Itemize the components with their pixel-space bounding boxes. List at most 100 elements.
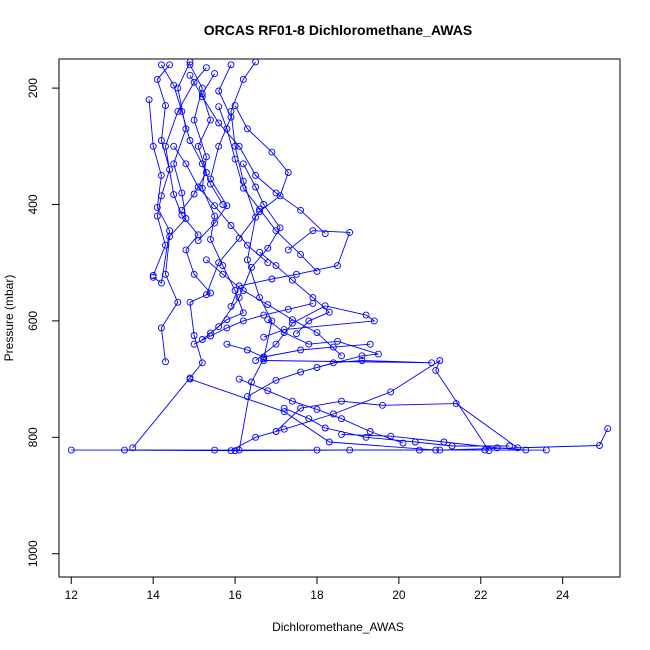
data-point bbox=[321, 424, 329, 432]
data-point bbox=[215, 323, 223, 331]
data-point bbox=[325, 438, 333, 446]
data-point bbox=[219, 201, 227, 208]
data-point bbox=[338, 397, 345, 405]
data-point bbox=[252, 433, 260, 441]
data-point bbox=[338, 430, 345, 438]
data-point bbox=[272, 340, 280, 348]
data-point bbox=[231, 447, 239, 455]
plot-frame bbox=[58, 58, 621, 578]
data-point bbox=[235, 282, 243, 290]
data-point bbox=[452, 400, 460, 408]
series-line-9 bbox=[275, 400, 518, 449]
data-point bbox=[190, 78, 198, 86]
data-point bbox=[264, 387, 272, 395]
y-tick-label: 800 bbox=[26, 427, 40, 447]
data-point bbox=[268, 275, 276, 283]
data-point bbox=[190, 270, 198, 278]
series-line-29 bbox=[173, 146, 269, 264]
series-line-17 bbox=[267, 319, 379, 368]
data-point bbox=[288, 397, 296, 405]
data-point bbox=[186, 137, 194, 144]
data-point bbox=[162, 142, 169, 150]
data-point bbox=[215, 103, 223, 111]
data-point bbox=[157, 279, 165, 287]
data-point bbox=[223, 324, 231, 332]
series-line-20 bbox=[341, 433, 526, 451]
data-point bbox=[362, 433, 370, 441]
data-point bbox=[309, 227, 317, 235]
series-line-16 bbox=[259, 251, 331, 335]
data-point bbox=[178, 189, 186, 197]
data-point bbox=[194, 183, 202, 191]
data-point bbox=[211, 212, 219, 220]
series-line-13 bbox=[152, 64, 171, 276]
data-point bbox=[162, 102, 169, 110]
data-point bbox=[198, 359, 206, 367]
data-point bbox=[198, 336, 206, 343]
data-point bbox=[346, 228, 354, 236]
y-tick-label: 400 bbox=[26, 194, 40, 214]
series-line-4 bbox=[230, 359, 490, 452]
y-axis-label: Pressure (mbar) bbox=[2, 275, 16, 362]
data-point bbox=[207, 116, 214, 124]
data-point bbox=[252, 171, 260, 179]
data-point bbox=[252, 59, 260, 66]
data-point bbox=[149, 273, 157, 281]
data-point bbox=[121, 446, 128, 454]
data-point bbox=[211, 446, 219, 454]
series-line-15 bbox=[202, 163, 281, 340]
data-point bbox=[207, 235, 214, 243]
data-point bbox=[215, 119, 223, 127]
data-point bbox=[157, 171, 165, 179]
data-point bbox=[182, 160, 190, 168]
data-point bbox=[293, 330, 300, 338]
data-point bbox=[297, 251, 305, 259]
data-point bbox=[305, 340, 313, 348]
data-point bbox=[162, 358, 169, 366]
data-point bbox=[153, 203, 161, 211]
data-point bbox=[305, 415, 313, 423]
data-point bbox=[379, 401, 386, 409]
data-point bbox=[436, 357, 444, 364]
data-point bbox=[334, 337, 341, 345]
data-point bbox=[243, 346, 251, 354]
data-point bbox=[366, 340, 374, 348]
data-point bbox=[260, 201, 268, 208]
data-point bbox=[239, 177, 247, 185]
data-point bbox=[215, 259, 223, 267]
data-point bbox=[252, 357, 260, 364]
data-point bbox=[280, 404, 288, 412]
data-point bbox=[231, 155, 239, 163]
data-point bbox=[207, 332, 214, 340]
data-point bbox=[182, 246, 190, 254]
data-point bbox=[280, 425, 288, 433]
series-line-19 bbox=[284, 407, 510, 447]
data-point bbox=[522, 446, 530, 454]
data-point bbox=[170, 142, 178, 150]
data-point bbox=[338, 352, 345, 360]
data-point bbox=[194, 237, 202, 245]
data-point bbox=[174, 298, 182, 306]
data-point bbox=[338, 415, 345, 423]
x-tick-label: 14 bbox=[147, 588, 161, 602]
series-line-12 bbox=[205, 105, 289, 295]
data-point bbox=[170, 160, 178, 168]
data-point bbox=[297, 368, 305, 376]
plot-area bbox=[67, 59, 612, 455]
data-point bbox=[284, 305, 292, 313]
chart-title: ORCAS RF01-8 Dichloromethane_AWAS bbox=[204, 22, 472, 38]
x-tick-label: 12 bbox=[65, 588, 79, 602]
data-point bbox=[190, 340, 198, 348]
data-point bbox=[387, 388, 395, 396]
data-point bbox=[288, 276, 296, 284]
data-point bbox=[297, 346, 305, 354]
data-point bbox=[313, 364, 321, 371]
series-line-18 bbox=[247, 360, 432, 397]
data-point bbox=[305, 317, 313, 325]
data-point bbox=[280, 329, 288, 337]
data-point bbox=[297, 404, 305, 412]
data-point bbox=[166, 61, 174, 69]
data-point bbox=[256, 205, 264, 213]
data-point bbox=[293, 270, 300, 278]
data-point bbox=[190, 116, 198, 124]
